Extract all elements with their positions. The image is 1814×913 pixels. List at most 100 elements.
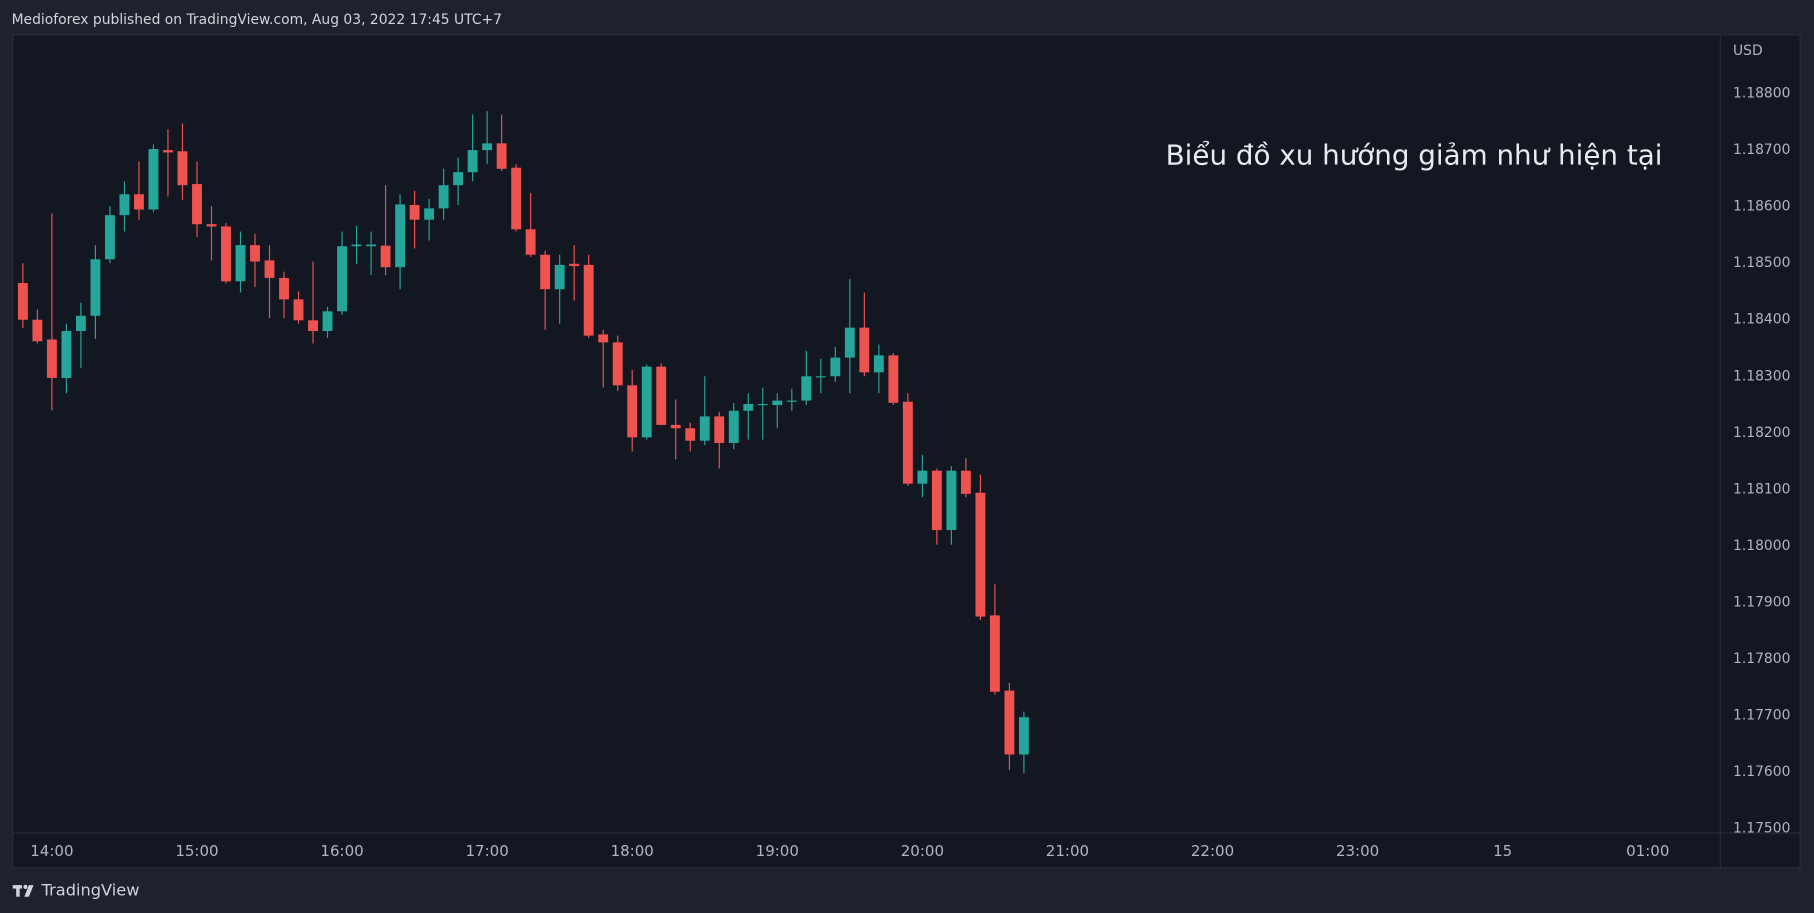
candle-body [670,424,681,429]
candle-body [554,264,565,290]
candle-body [946,470,957,531]
x-tick-label: 20:00 [901,842,944,860]
candle-body [308,320,318,332]
candle-body [221,226,231,282]
x-tick-label: 18:00 [611,842,654,860]
brand-name[interactable]: TradingView [41,880,140,899]
y-tick-label: 1.17700 [1733,707,1790,723]
candle-body [960,470,971,494]
x-tick-label: 17:00 [465,842,508,860]
candle-body [699,416,710,441]
candle-body [395,204,406,268]
candle-body [351,244,362,247]
candle-body [119,194,130,216]
candle-body [1004,690,1015,755]
candle-body [482,143,493,151]
candle-body [757,403,768,406]
candle-body [337,246,347,312]
candle-body [931,470,942,531]
candle-body [859,327,870,373]
y-tick-label: 1.17900 [1733,594,1790,610]
candle-body [264,260,275,278]
x-tick-label: 16:00 [320,842,363,860]
price-unit: USD [1733,43,1763,59]
candle-body [424,208,435,220]
y-tick-label: 1.18500 [1733,255,1790,271]
x-tick-label: 15 [1493,842,1512,860]
candle-body [569,263,580,267]
candle-body [366,244,377,247]
candle-body [641,366,652,438]
candle-body [786,400,797,402]
candle-body [540,254,551,290]
candle-body [177,151,188,186]
candle-body [90,259,101,316]
candle-body [598,334,609,343]
candle-body [409,204,420,220]
y-tick-label: 1.18700 [1733,142,1790,158]
candle-body [873,355,884,373]
y-tick-label: 1.18300 [1733,368,1790,384]
x-tick-label: 14:00 [30,842,73,860]
candle-body [830,357,841,377]
y-tick-label: 1.17500 [1733,821,1790,837]
x-tick-label: 22:00 [1191,842,1234,860]
candle-body [380,245,391,268]
candle-body [192,184,202,225]
candle-body [583,264,594,336]
y-tick-label: 1.18100 [1733,481,1790,497]
candle-body [1018,717,1029,755]
candle-body [888,355,899,403]
candle-body [685,428,696,441]
x-tick-label: 15:00 [175,842,218,860]
candle-body [17,282,28,320]
y-tick-label: 1.17800 [1733,651,1790,667]
x-tick-label: 23:00 [1336,842,1379,860]
candle-body [163,150,173,153]
y-tick-label: 1.17600 [1733,764,1790,780]
candle-body [453,172,464,186]
candle-body [250,245,260,262]
annotation: Biểu đồ xu hướng giảm như hiện tại [1166,138,1663,171]
candle-body [815,376,826,378]
candle-body [467,150,478,173]
y-tick-label: 1.18800 [1733,86,1790,102]
candle-body [989,615,1000,692]
header-text: Medioforex published on TradingView.com,… [12,12,502,28]
candle-body [235,245,246,282]
candle-body [438,185,449,209]
candle-body [975,492,986,617]
candle-body [322,311,333,332]
y-tick-label: 1.18200 [1733,425,1790,441]
candle-body [75,315,86,332]
y-tick-label: 1.18600 [1733,199,1790,215]
candle-body [61,331,72,378]
candle-body [134,194,144,210]
x-tick-label: 19:00 [756,842,799,860]
brand-logo [12,884,34,897]
candle-body [206,224,217,227]
candle-body [293,299,304,321]
candle-body [656,366,667,425]
candle-body [511,167,522,230]
candle-body [902,401,913,484]
candle-body [612,342,623,386]
y-tick-label: 1.18000 [1733,538,1790,554]
candle-body [772,400,783,406]
candle-body [627,385,638,438]
candle-body [917,470,928,484]
candle-body [714,416,725,443]
candle-body [46,339,57,378]
candle-body [148,149,159,210]
x-tick-label: 01:00 [1626,842,1669,860]
candle-body [844,327,855,358]
candle-body [728,410,739,443]
candle-body [279,277,289,300]
candle-body [801,376,812,401]
candle-body [743,403,754,411]
candle-body [525,229,536,255]
candle-body [496,143,507,169]
candle-body [32,319,43,342]
